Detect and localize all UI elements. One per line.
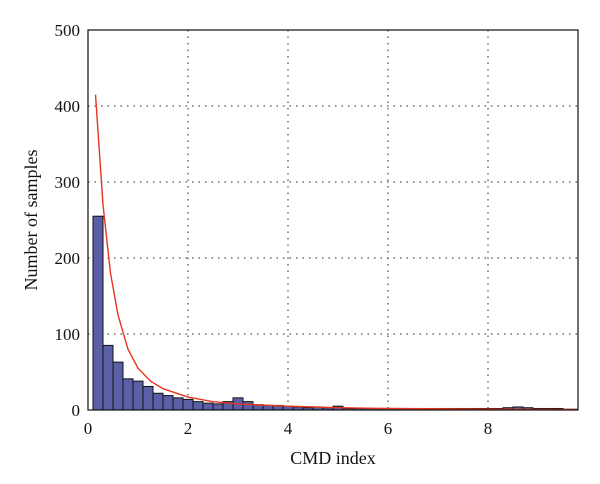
histogram-bar: [242, 401, 254, 411]
histogram-bar: [92, 215, 104, 411]
x-tick-labels: 0 2 4 6 8: [84, 419, 493, 438]
y-axis-label: Number of samples: [21, 150, 41, 291]
histogram-bar: [112, 361, 124, 411]
fit-curve: [94, 94, 579, 411]
histogram-bar: [162, 395, 174, 411]
histogram-bar: [182, 398, 194, 411]
fit-curve-layer: [94, 94, 579, 411]
histogram-bar: [192, 401, 204, 411]
grid-lines: [88, 30, 578, 410]
histogram-bars: [92, 215, 579, 411]
x-tick-label: 0: [84, 419, 93, 438]
x-tick-label: 6: [384, 419, 393, 438]
y-tick-labels: 0 100 200 300 400 500: [55, 21, 81, 420]
histogram-bar: [152, 392, 164, 411]
y-tick-label: 400: [55, 97, 81, 116]
histogram-bar: [172, 397, 184, 411]
y-tick-label: 200: [55, 249, 81, 268]
x-tick-label: 2: [184, 419, 193, 438]
x-tick-label: 4: [284, 419, 293, 438]
histogram-bar: [142, 385, 154, 411]
histogram-bar: [132, 380, 144, 411]
plot-frame: [87, 29, 579, 411]
histogram-bar: [102, 344, 114, 411]
y-tick-label: 100: [55, 325, 81, 344]
x-tick-label: 8: [484, 419, 493, 438]
histogram-bar: [212, 403, 224, 411]
y-tick-label: 300: [55, 173, 81, 192]
y-tick-label: 500: [55, 21, 81, 40]
y-tick-label: 0: [72, 401, 81, 420]
x-axis-label: CMD index: [290, 448, 376, 468]
histogram-bar: [122, 378, 134, 411]
histogram-bar: [202, 402, 214, 411]
